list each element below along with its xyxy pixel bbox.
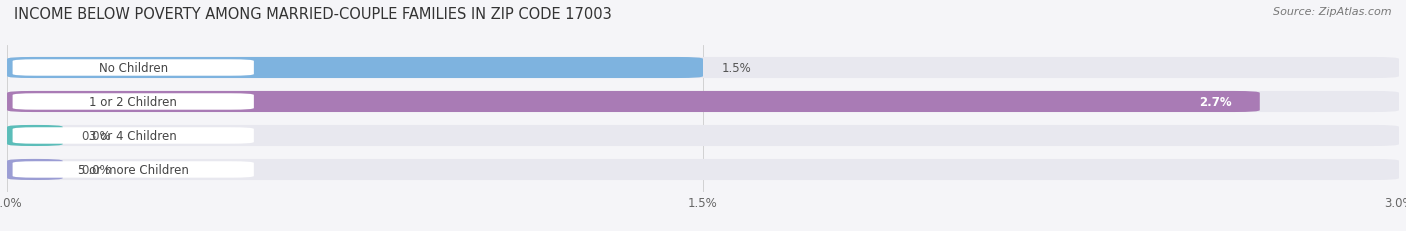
Text: 0.0%: 0.0% <box>82 163 111 176</box>
FancyBboxPatch shape <box>7 58 703 79</box>
FancyBboxPatch shape <box>13 94 254 110</box>
FancyBboxPatch shape <box>13 60 254 76</box>
FancyBboxPatch shape <box>7 125 1399 146</box>
FancyBboxPatch shape <box>7 91 1399 112</box>
FancyBboxPatch shape <box>7 159 1399 180</box>
Text: 0.0%: 0.0% <box>82 129 111 142</box>
FancyBboxPatch shape <box>7 125 63 146</box>
Text: 3 or 4 Children: 3 or 4 Children <box>90 129 177 142</box>
FancyBboxPatch shape <box>7 91 1260 112</box>
Text: 5 or more Children: 5 or more Children <box>77 163 188 176</box>
Text: 2.7%: 2.7% <box>1199 96 1232 109</box>
Text: 1.5%: 1.5% <box>721 62 751 75</box>
FancyBboxPatch shape <box>7 159 63 180</box>
Text: Source: ZipAtlas.com: Source: ZipAtlas.com <box>1274 7 1392 17</box>
Text: No Children: No Children <box>98 62 167 75</box>
Text: 1 or 2 Children: 1 or 2 Children <box>90 96 177 109</box>
Text: INCOME BELOW POVERTY AMONG MARRIED-COUPLE FAMILIES IN ZIP CODE 17003: INCOME BELOW POVERTY AMONG MARRIED-COUPL… <box>14 7 612 22</box>
FancyBboxPatch shape <box>13 161 254 178</box>
FancyBboxPatch shape <box>13 128 254 144</box>
FancyBboxPatch shape <box>7 58 1399 79</box>
